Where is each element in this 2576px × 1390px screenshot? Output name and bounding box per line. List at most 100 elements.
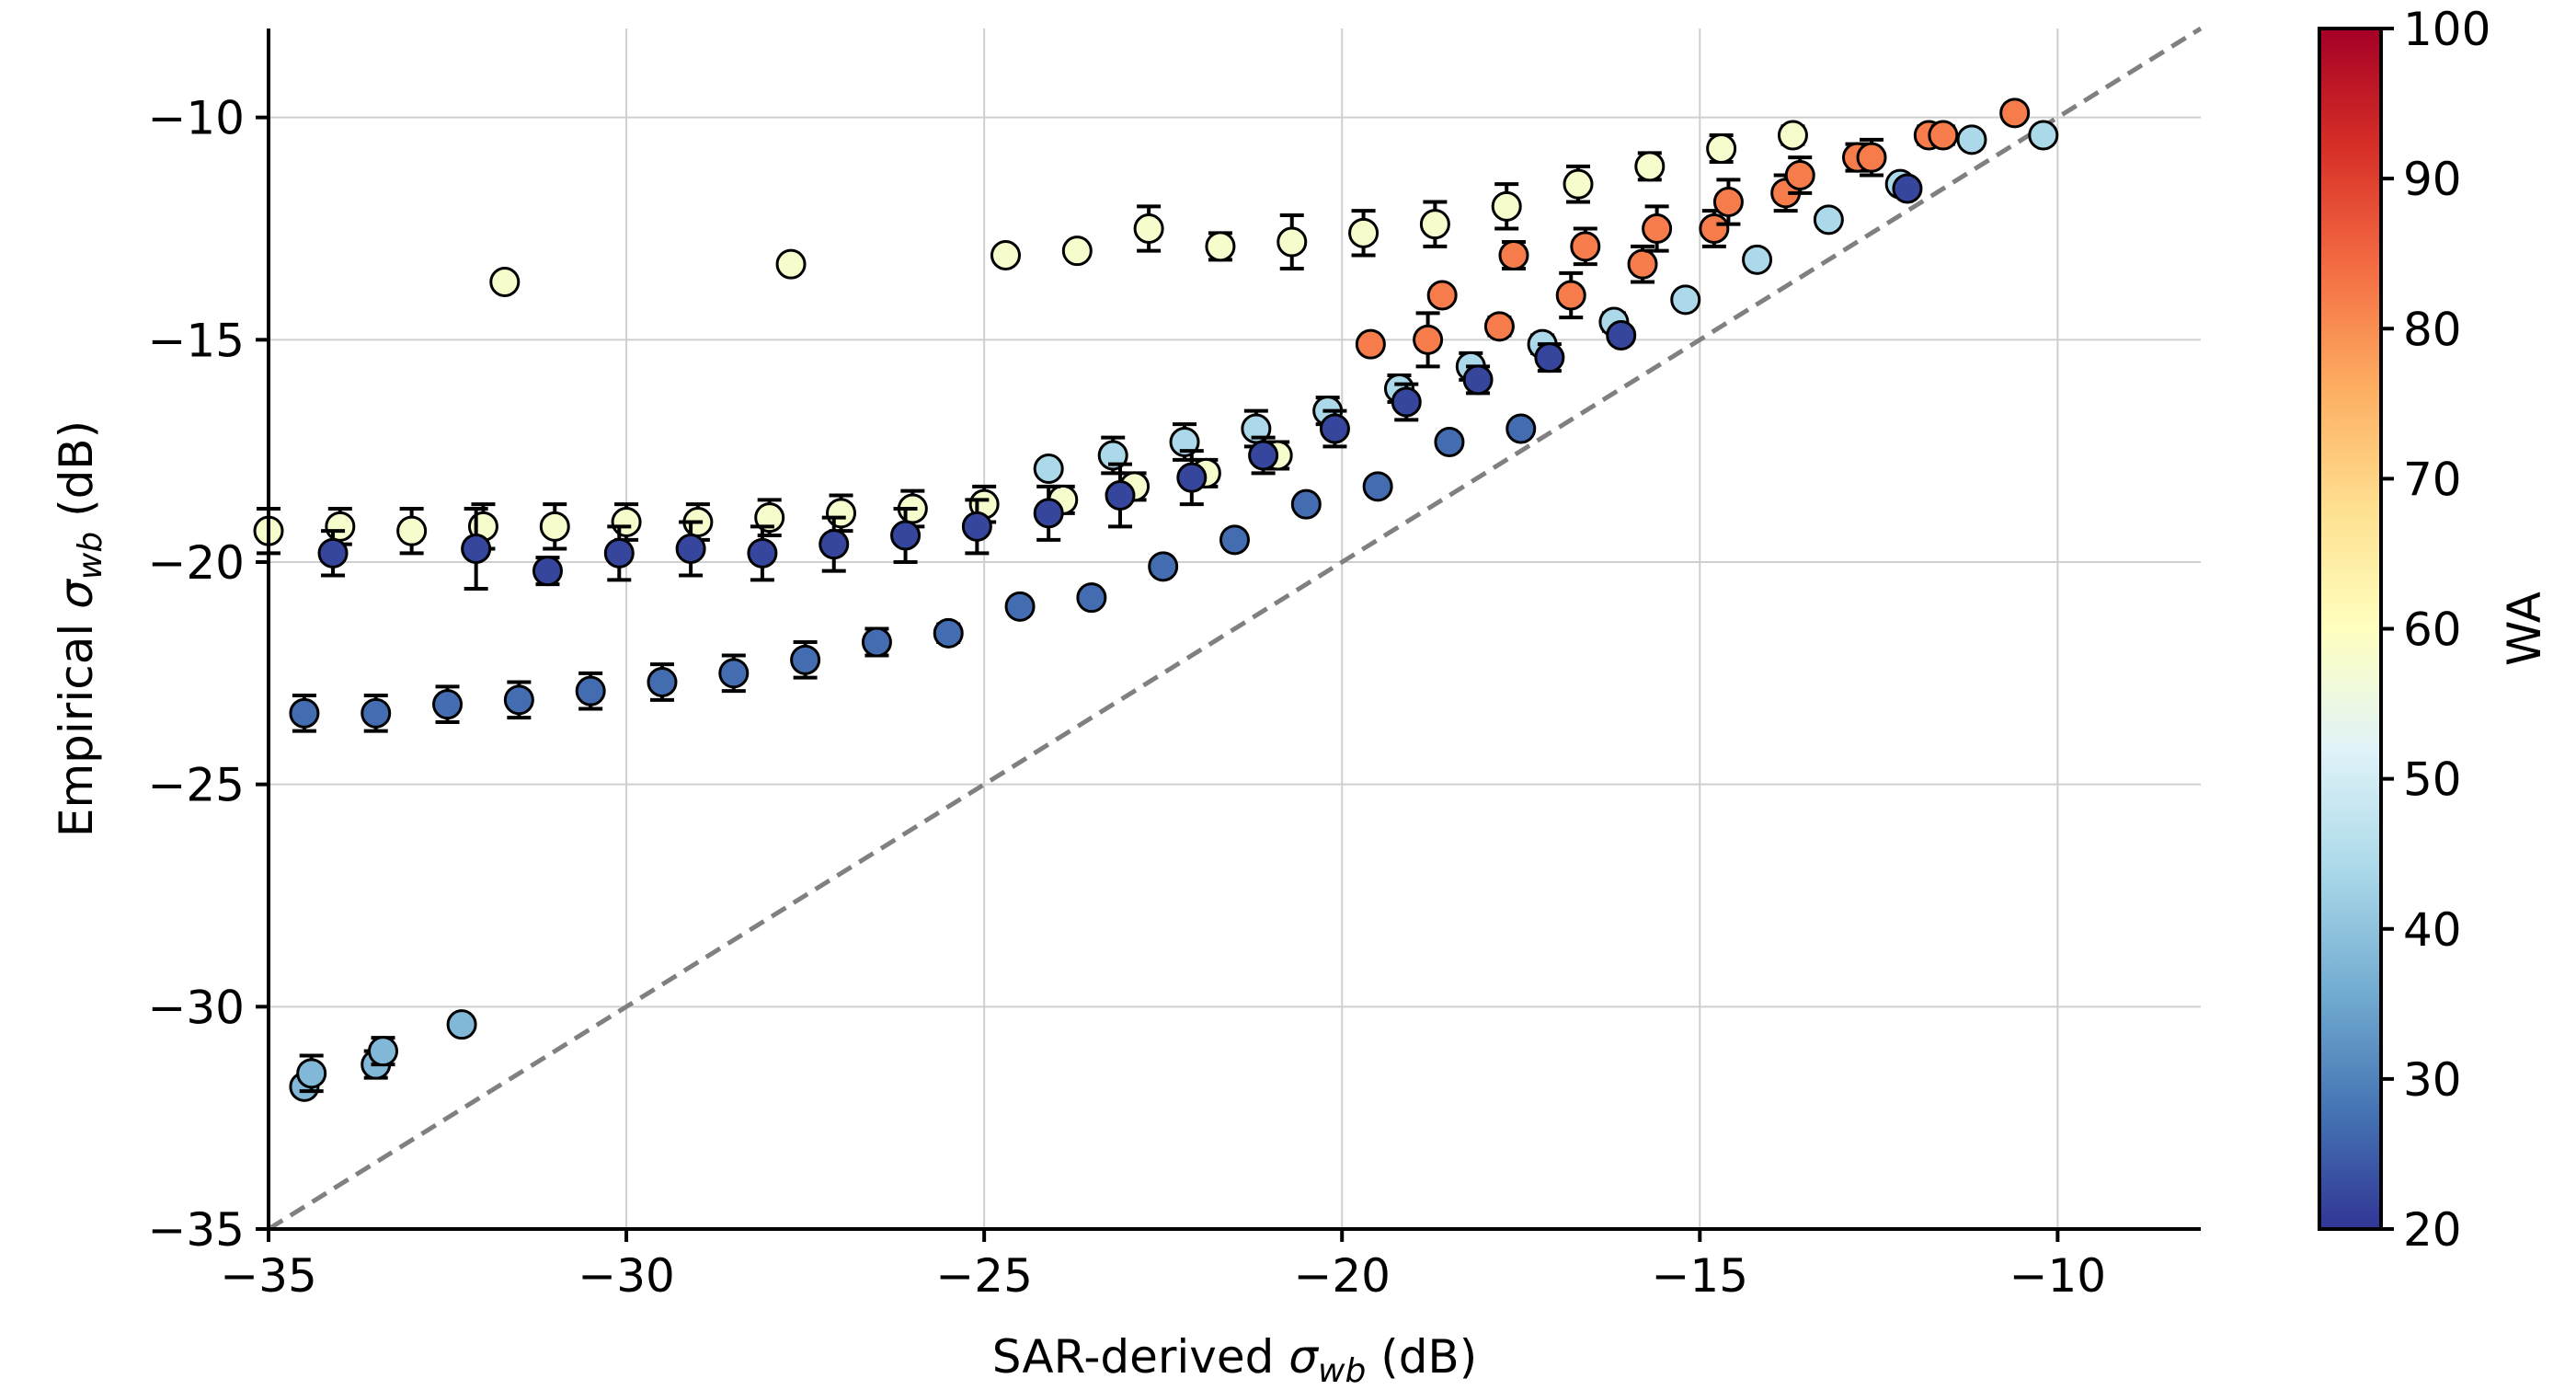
y-tick-label: −25 bbox=[147, 759, 245, 812]
x-tick-label: −30 bbox=[578, 1249, 675, 1303]
data-point bbox=[1462, 364, 1494, 396]
data-point bbox=[1362, 471, 1393, 502]
y-axis-ticks: −35 −30 −25 −20 −15 −10 bbox=[147, 92, 269, 1257]
data-point bbox=[1413, 324, 1444, 355]
data-point bbox=[1892, 173, 1923, 204]
data-point bbox=[826, 498, 857, 529]
x-axis-ticks: −35 −30 −25 −20 −15 −10 bbox=[220, 1229, 2106, 1303]
data-point bbox=[1813, 204, 1844, 235]
colorbar-gradient bbox=[2318, 27, 2383, 1231]
data-point bbox=[1033, 498, 1064, 529]
colorbar-tick-label: 80 bbox=[2403, 303, 2462, 356]
data-point bbox=[1956, 124, 1987, 155]
colorbar-tick-label: 100 bbox=[2403, 3, 2490, 56]
colorbar: 20 30 40 50 60 70 80 90 100 WA bbox=[2318, 3, 2551, 1257]
data-point bbox=[503, 684, 534, 716]
data-point bbox=[289, 697, 320, 729]
data-point bbox=[1248, 440, 1279, 471]
data-point bbox=[1133, 213, 1164, 244]
data-point bbox=[961, 511, 992, 542]
data-point bbox=[1419, 209, 1450, 240]
data-point bbox=[1061, 235, 1093, 267]
data-point bbox=[361, 697, 392, 729]
data-point bbox=[1563, 168, 1594, 200]
data-point bbox=[790, 644, 821, 675]
colorbar-tick-label: 60 bbox=[2403, 603, 2462, 657]
data-point bbox=[1627, 248, 1658, 280]
data-point bbox=[1634, 151, 1666, 182]
data-point bbox=[1856, 142, 1887, 173]
data-point bbox=[1606, 320, 1637, 350]
data-point bbox=[1570, 231, 1601, 262]
colorbar-tick-label: 30 bbox=[2403, 1053, 2462, 1107]
data-point bbox=[611, 507, 642, 537]
colorbar-tick-label: 50 bbox=[2403, 753, 2462, 807]
data-point bbox=[1205, 231, 1236, 262]
data-point bbox=[1076, 582, 1107, 614]
data-point bbox=[1148, 551, 1179, 582]
data-point bbox=[1176, 462, 1208, 493]
data-point bbox=[1319, 413, 1350, 444]
data-point bbox=[446, 1009, 477, 1040]
data-point bbox=[575, 675, 606, 706]
data-point bbox=[489, 267, 521, 297]
data-point bbox=[325, 511, 356, 542]
y-tick-label: −20 bbox=[147, 536, 245, 590]
colorbar-tick-label: 90 bbox=[2403, 153, 2462, 206]
data-point bbox=[1506, 413, 1537, 444]
data-point bbox=[675, 534, 706, 564]
data-point bbox=[2028, 120, 2059, 151]
colorbar-tick-label: 70 bbox=[2403, 453, 2462, 506]
data-point bbox=[1483, 311, 1515, 342]
y-tick-label: −10 bbox=[147, 92, 245, 145]
colorbar-label: WA bbox=[2498, 592, 2551, 666]
data-point bbox=[539, 511, 570, 542]
y-tick-label: −15 bbox=[147, 314, 245, 367]
data-point bbox=[1742, 244, 1773, 275]
data-point bbox=[1169, 427, 1200, 457]
data-point bbox=[1434, 427, 1465, 457]
data-point bbox=[933, 617, 964, 649]
x-tick-label: −15 bbox=[1652, 1249, 1749, 1303]
data-point bbox=[1355, 328, 1386, 360]
x-tick-label: −25 bbox=[935, 1249, 1033, 1303]
identity-reference-line bbox=[267, 26, 2203, 1232]
data-point bbox=[890, 520, 922, 551]
data-point bbox=[1033, 454, 1064, 484]
data-point bbox=[861, 626, 892, 658]
data-point bbox=[1004, 591, 1036, 622]
data-point bbox=[1699, 213, 1730, 244]
x-tick-label: −20 bbox=[1293, 1249, 1391, 1303]
x-tick-label: −10 bbox=[2009, 1249, 2107, 1303]
data-point bbox=[368, 1036, 399, 1067]
data-point bbox=[1999, 98, 2031, 129]
data-point bbox=[1426, 280, 1458, 311]
data-point bbox=[461, 534, 492, 564]
data-point bbox=[1670, 284, 1701, 316]
data-point bbox=[1784, 160, 1815, 190]
data-point bbox=[647, 667, 678, 697]
data-point bbox=[1777, 120, 1808, 151]
data-point bbox=[1534, 342, 1565, 373]
data-point bbox=[396, 515, 428, 546]
data-point bbox=[296, 1058, 327, 1089]
axes bbox=[267, 29, 2201, 1231]
y-tick-label: −35 bbox=[147, 1203, 245, 1257]
data-point bbox=[1642, 213, 1673, 244]
data-point bbox=[1555, 280, 1586, 311]
y-axis-label: Empirical σwb (dB) bbox=[50, 420, 109, 837]
data-point bbox=[819, 529, 850, 560]
x-axis-label: SAR-derived σwb (dB) bbox=[992, 1330, 1478, 1390]
data-point bbox=[1219, 524, 1250, 556]
data-point bbox=[1290, 488, 1322, 520]
data-point bbox=[432, 689, 464, 720]
data-point bbox=[1712, 187, 1744, 217]
data-point bbox=[990, 240, 1021, 270]
data-point bbox=[532, 556, 563, 587]
data-point bbox=[747, 537, 778, 569]
data-point bbox=[603, 537, 635, 569]
data-point bbox=[1097, 440, 1128, 471]
data-points bbox=[253, 98, 2059, 1102]
data-point bbox=[1706, 133, 1737, 164]
